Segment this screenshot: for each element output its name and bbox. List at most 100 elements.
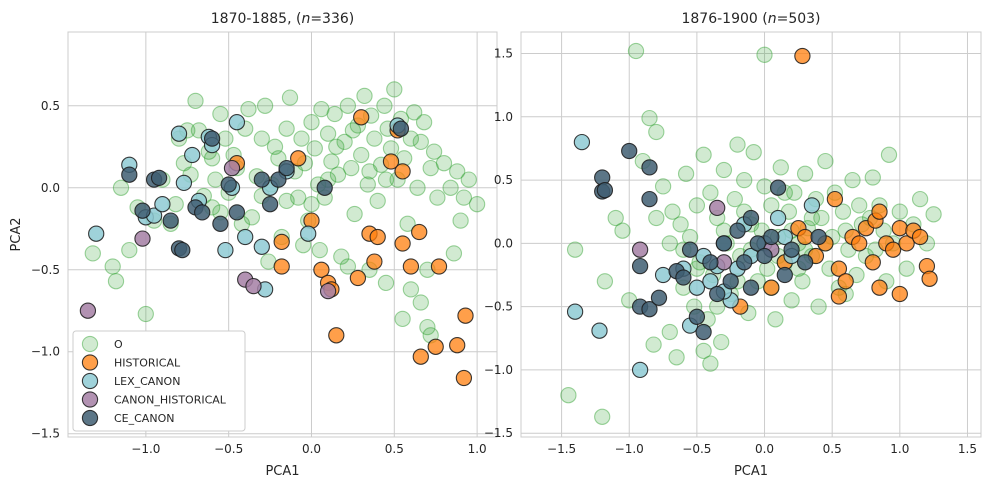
data-point bbox=[756, 247, 773, 265]
data-point bbox=[566, 241, 584, 258]
data-point bbox=[891, 203, 908, 220]
series-ce-canon bbox=[121, 120, 410, 259]
x-axis-label-left: PCA1 bbox=[265, 464, 299, 479]
data-point bbox=[596, 273, 614, 290]
data-point bbox=[834, 203, 852, 220]
data-point bbox=[891, 285, 908, 303]
data-point bbox=[411, 223, 428, 241]
y-tick-label: 0.0 bbox=[41, 181, 60, 195]
data-point bbox=[898, 260, 915, 277]
data-point bbox=[891, 220, 908, 237]
data-point bbox=[452, 212, 469, 229]
series-o bbox=[560, 42, 942, 425]
data-point bbox=[150, 169, 168, 187]
data-point bbox=[316, 179, 333, 196]
data-point bbox=[319, 282, 337, 300]
data-point bbox=[648, 123, 665, 141]
ticks-right: −1.5 −1.0 −0.5 0.0 0.5 1.0 1.5 −1.5 −1.0 −0.5 0.0 0… bbox=[484, 47, 977, 456]
data-point bbox=[256, 97, 274, 114]
data-point bbox=[455, 369, 473, 387]
data-point bbox=[631, 361, 649, 379]
data-point bbox=[425, 143, 443, 160]
data-point bbox=[303, 114, 320, 131]
data-point bbox=[406, 104, 423, 121]
data-point bbox=[104, 258, 121, 275]
data-point bbox=[645, 336, 662, 353]
data-point bbox=[898, 235, 915, 252]
legend-label: CE_CANON bbox=[114, 412, 174, 425]
plot-frame-left bbox=[67, 31, 498, 438]
data-point bbox=[756, 178, 773, 195]
data-point bbox=[303, 196, 320, 213]
data-point bbox=[810, 228, 827, 246]
y-tick-label: −1.0 bbox=[31, 345, 60, 359]
legend: O HISTORICAL LEX_CANON CANON_HISTORICAL CE_C… bbox=[72, 330, 246, 432]
data-point bbox=[884, 241, 902, 258]
data-point bbox=[641, 109, 658, 127]
data-point bbox=[729, 222, 746, 239]
data-point bbox=[654, 178, 672, 195]
data-point bbox=[137, 305, 154, 323]
data-point bbox=[641, 159, 658, 176]
data-point bbox=[709, 285, 726, 303]
legend-box bbox=[72, 330, 246, 432]
data-point bbox=[245, 277, 262, 295]
data-point bbox=[794, 47, 811, 65]
data-point bbox=[654, 266, 672, 284]
data-point bbox=[864, 254, 881, 271]
data-point bbox=[217, 241, 234, 259]
data-point bbox=[573, 133, 591, 151]
data-point bbox=[328, 138, 345, 155]
data-point bbox=[664, 203, 681, 220]
data-point bbox=[409, 179, 426, 196]
data-point bbox=[851, 197, 868, 214]
data-point bbox=[702, 254, 719, 271]
data-point bbox=[736, 254, 753, 271]
data-point bbox=[394, 235, 411, 252]
data-point bbox=[688, 197, 706, 214]
data-point bbox=[319, 125, 337, 142]
data-point bbox=[661, 323, 678, 341]
data-point bbox=[460, 171, 477, 188]
data-point bbox=[253, 238, 270, 255]
data-point bbox=[830, 260, 848, 277]
y-tick-label: −0.5 bbox=[31, 263, 60, 277]
data-point bbox=[864, 169, 881, 186]
data-point bbox=[415, 114, 433, 131]
data-point bbox=[614, 222, 631, 239]
data-point bbox=[328, 327, 345, 344]
data-point bbox=[457, 307, 474, 324]
y-tick-label: 1.0 bbox=[494, 110, 513, 124]
data-point bbox=[261, 196, 279, 213]
data-point bbox=[769, 179, 787, 196]
data-point bbox=[442, 179, 459, 196]
data-point bbox=[742, 209, 760, 227]
data-point bbox=[767, 311, 784, 328]
data-point bbox=[661, 235, 678, 252]
data-point bbox=[412, 348, 429, 365]
data-point bbox=[702, 355, 719, 372]
data-point bbox=[402, 130, 420, 147]
data-point bbox=[430, 258, 448, 275]
data-point bbox=[911, 228, 929, 246]
scatter-points-right bbox=[560, 42, 942, 425]
data-point bbox=[353, 146, 370, 164]
data-point bbox=[783, 241, 800, 258]
data-point bbox=[154, 196, 171, 213]
data-point bbox=[817, 152, 834, 170]
data-point bbox=[366, 253, 383, 270]
data-point bbox=[921, 270, 938, 287]
data-point bbox=[278, 192, 295, 210]
plot-frame-right bbox=[520, 31, 982, 438]
data-point bbox=[376, 97, 393, 114]
data-point bbox=[851, 235, 868, 252]
y-tick-label: 1.5 bbox=[494, 47, 513, 61]
data-point bbox=[713, 333, 730, 351]
data-point bbox=[650, 289, 668, 306]
data-point bbox=[422, 159, 439, 177]
data-point bbox=[369, 192, 386, 210]
data-point bbox=[237, 228, 254, 246]
data-point bbox=[359, 176, 376, 193]
data-point bbox=[925, 206, 942, 223]
y-axis-label-left: PCA2 bbox=[9, 217, 24, 251]
